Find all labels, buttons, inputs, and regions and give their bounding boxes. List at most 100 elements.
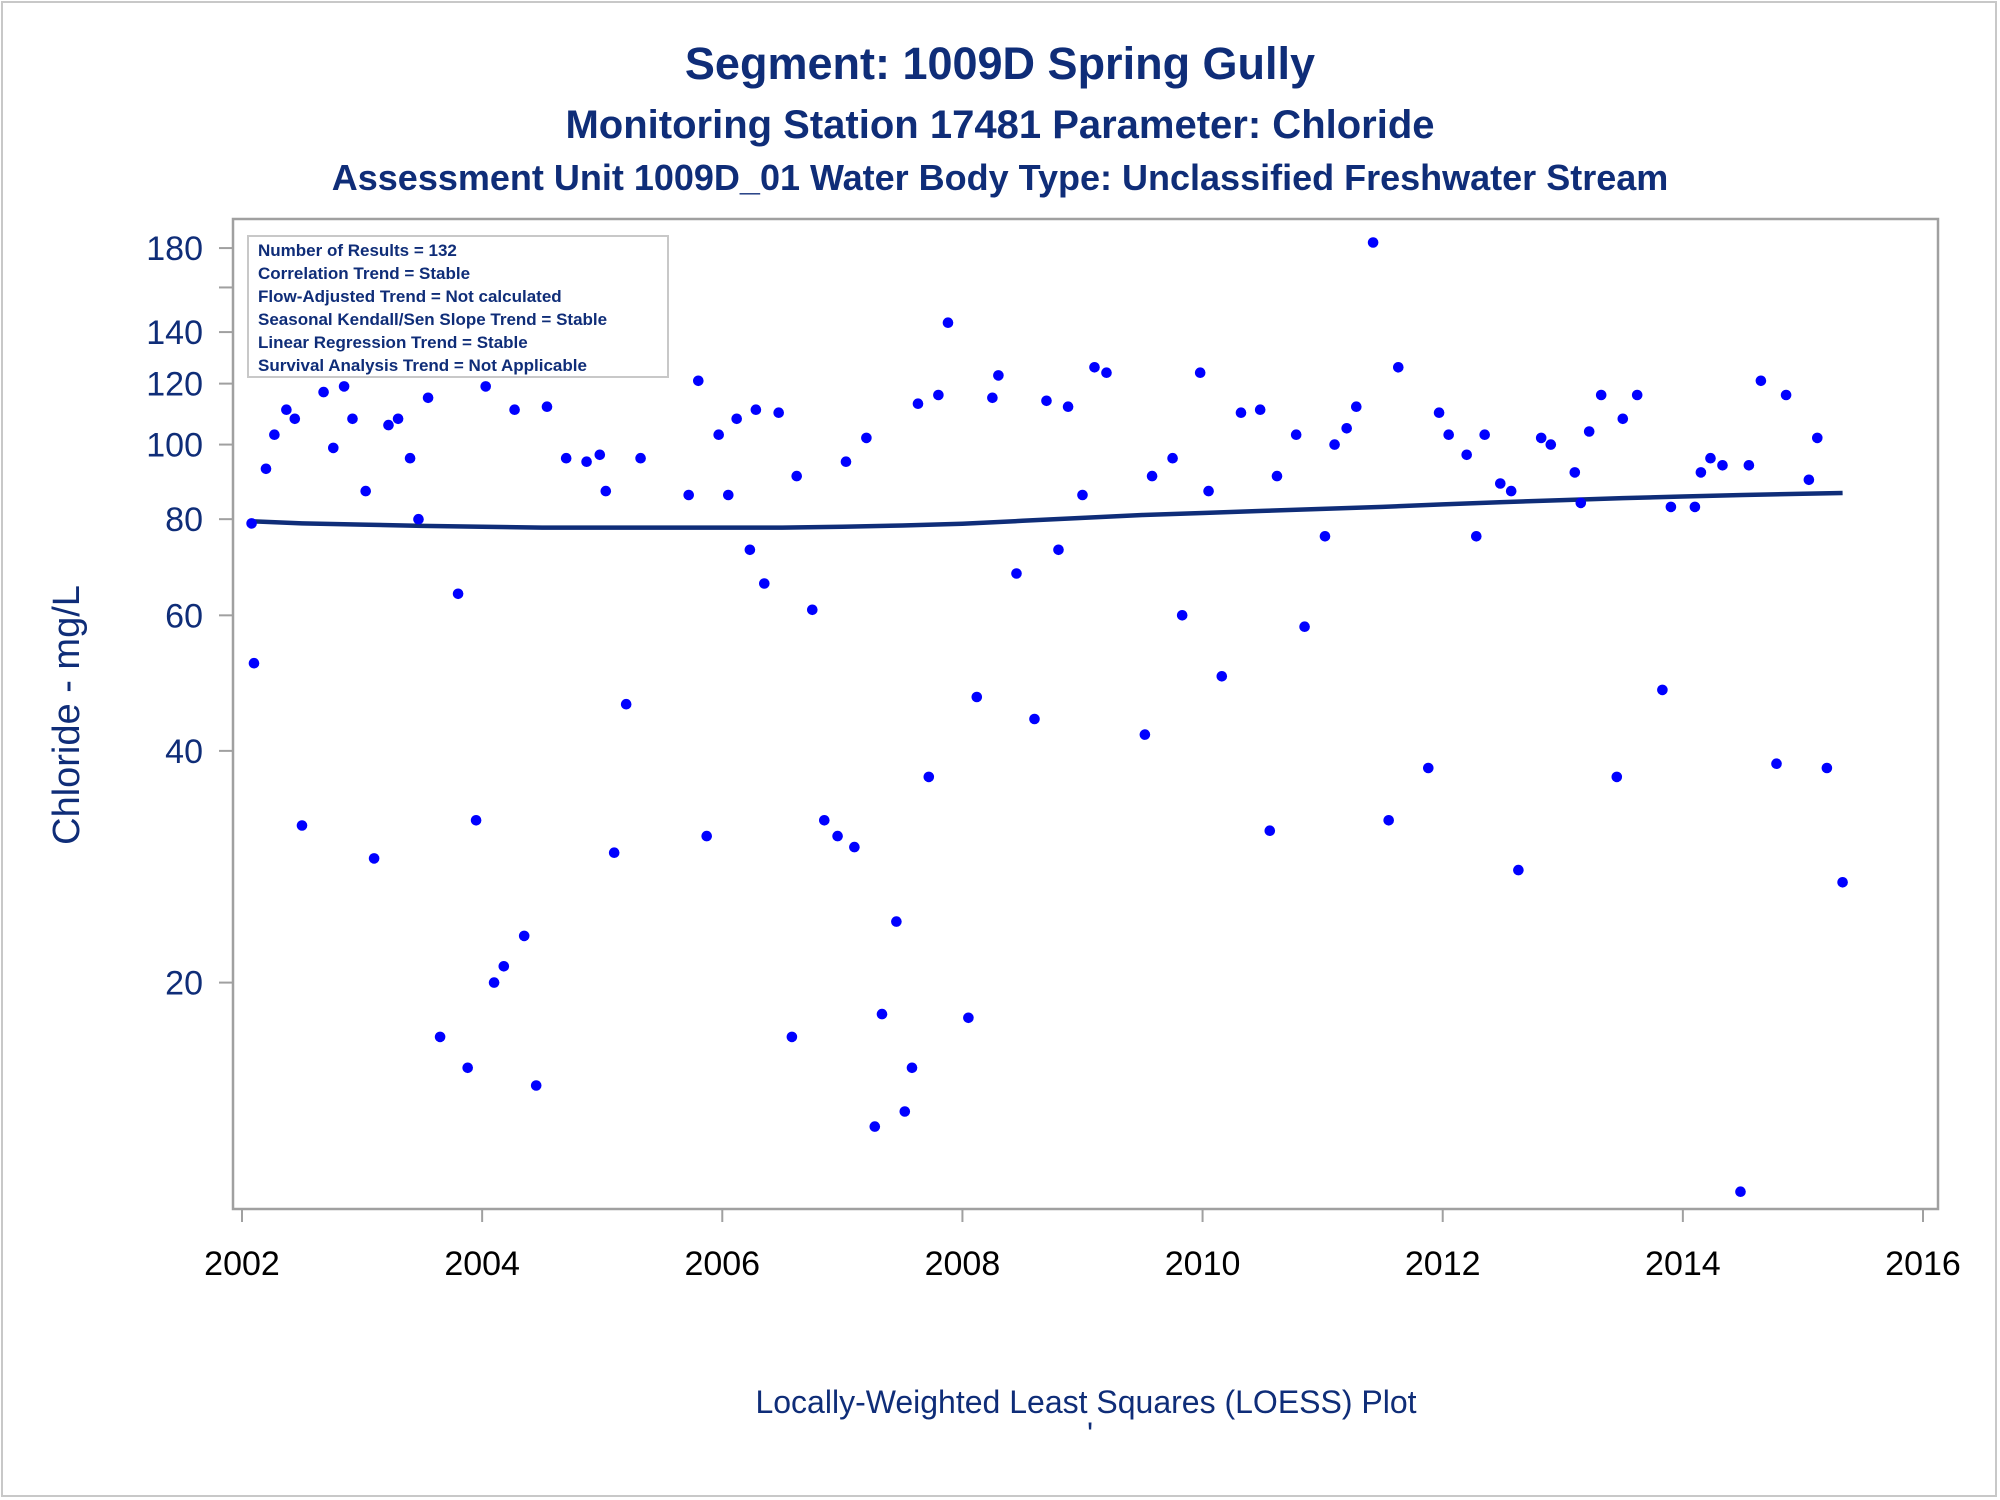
data-point <box>1705 452 1716 464</box>
data-point <box>404 452 416 464</box>
data-point <box>1203 485 1214 497</box>
data-point <box>683 489 694 501</box>
data-point <box>1771 758 1782 769</box>
data-point <box>1689 501 1701 513</box>
data-point <box>246 518 257 529</box>
data-point <box>296 820 308 831</box>
data-point <box>1812 432 1823 444</box>
data-point <box>581 456 592 468</box>
footnote-mark: ' <box>1087 1416 1093 1452</box>
data-point <box>1053 544 1064 556</box>
data-point <box>434 1031 446 1043</box>
data-point <box>360 485 372 497</box>
y-tick-label: 120 <box>146 366 203 404</box>
data-point <box>744 544 756 556</box>
data-point <box>518 930 530 942</box>
data-point <box>1089 362 1100 373</box>
data-point <box>1216 671 1228 682</box>
chart-subtitle: Monitoring Station 17481 Parameter: Chlo… <box>565 103 1434 147</box>
x-tick-label: 2014 <box>1645 1245 1721 1283</box>
data-point <box>452 588 464 600</box>
data-point <box>840 456 852 468</box>
stats-line-3: Flow-Adjusted Trend = Not calculated <box>258 287 562 306</box>
data-point <box>608 847 620 858</box>
data-point <box>1535 432 1547 444</box>
data-point <box>1041 395 1052 407</box>
data-point <box>594 449 606 461</box>
plot-area <box>231 217 1940 1211</box>
data-point <box>701 830 712 842</box>
data-point <box>1423 762 1434 774</box>
data-point <box>347 413 358 425</box>
y-tick-label: 180 <box>146 230 203 268</box>
data-point <box>1176 610 1188 621</box>
data-point <box>819 815 830 826</box>
data-point <box>912 398 924 410</box>
data-point <box>1235 407 1247 419</box>
data-point <box>1545 439 1557 450</box>
data-point <box>1077 489 1088 501</box>
data-point <box>807 604 818 616</box>
data-point <box>1583 426 1595 437</box>
data-point <box>923 771 935 783</box>
data-point <box>1505 485 1517 497</box>
data-point <box>1062 401 1074 413</box>
data-point <box>560 452 572 464</box>
data-point <box>1139 729 1151 740</box>
data-point <box>1167 452 1178 464</box>
data-point <box>328 442 339 454</box>
data-point <box>1433 407 1445 419</box>
data-point <box>248 657 260 669</box>
data-point <box>750 404 762 416</box>
data-point <box>971 691 983 703</box>
data-point <box>993 370 1004 381</box>
data-point <box>759 578 770 589</box>
y-tick-label: 80 <box>165 501 203 539</box>
data-point <box>791 470 802 482</box>
data-point <box>1029 713 1040 725</box>
data-point <box>891 916 902 927</box>
data-point <box>1393 362 1404 373</box>
data-point <box>1271 470 1283 482</box>
data-point <box>260 463 272 475</box>
data-point <box>1383 815 1394 826</box>
data-point <box>1837 877 1848 888</box>
data-point <box>869 1121 881 1132</box>
data-point <box>1595 389 1607 401</box>
data-point <box>462 1062 474 1074</box>
data-point <box>392 413 404 425</box>
data-point <box>541 401 553 413</box>
data-point <box>899 1106 911 1117</box>
data-point <box>1743 460 1755 471</box>
data-point <box>861 432 872 444</box>
data-point <box>1443 429 1454 441</box>
stats-line-1: Number of Results = 132 <box>258 241 457 260</box>
chart-subtitle-2: Assessment Unit 1009D_01 Water Body Type… <box>332 157 1669 198</box>
data-point <box>1695 467 1707 478</box>
data-point <box>1631 389 1643 401</box>
data-point <box>498 961 510 972</box>
y-axis-label: Chloride - mg/L <box>46 585 88 845</box>
x-axis: 2002 2004 2006 2008 2010 2012 2014 2016 <box>204 1209 1961 1283</box>
data-point <box>713 429 724 441</box>
data-point <box>987 392 998 404</box>
data-point <box>480 381 492 392</box>
data-point <box>1513 864 1524 876</box>
data-point <box>1011 568 1022 579</box>
data-point <box>849 841 860 853</box>
data-point <box>942 317 954 329</box>
data-point <box>1319 531 1331 542</box>
data-point <box>1351 401 1362 413</box>
data-point <box>723 489 734 501</box>
data-point <box>422 392 434 404</box>
x-tick-label: 2002 <box>204 1245 280 1283</box>
data-point <box>470 815 482 826</box>
stats-line-5: Linear Regression Trend = Stable <box>258 333 528 352</box>
data-point <box>773 407 784 419</box>
x-tick-label: 2004 <box>444 1245 520 1283</box>
data-point <box>1717 460 1728 471</box>
x-tick-label: 2016 <box>1885 1245 1961 1283</box>
footnote: Locally-Weighted Least Squares (LOESS) P… <box>755 1384 1416 1420</box>
